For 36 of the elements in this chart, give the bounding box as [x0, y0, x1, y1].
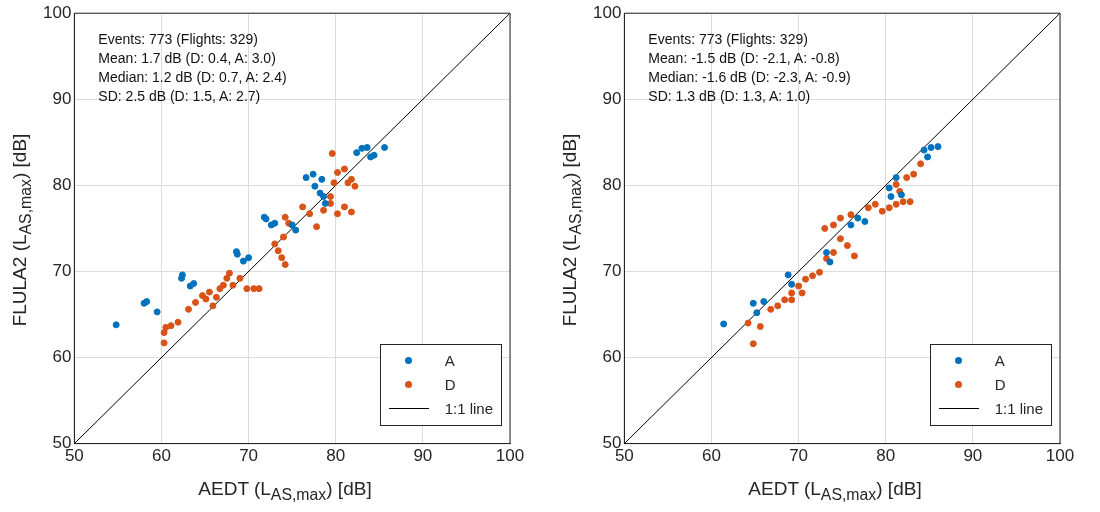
- y-tick-label: 90: [52, 88, 72, 108]
- x-tick-label: 80: [876, 446, 896, 466]
- y-tick-label: 100: [42, 2, 72, 22]
- x-tick-label: 70: [789, 446, 809, 466]
- x-tick-label: 60: [152, 446, 171, 466]
- annotation: Mean: 1.7 dB (D: 0.4, A: 3.0): [98, 50, 276, 67]
- x-axis-title: AEDT (L$_{AS,max}$) [dB]: [197, 478, 373, 504]
- x-tick-label: 80: [326, 446, 346, 466]
- legend-label: 1:1 line: [444, 400, 493, 418]
- y-tick-label: 80: [602, 175, 622, 195]
- x-tick-label: 100: [1045, 446, 1075, 466]
- annotation: SD: 2.5 dB (D: 1.5, A: 2.7): [98, 88, 261, 105]
- x-tick-label: 90: [413, 446, 433, 466]
- y-tick-label: 80: [52, 175, 72, 195]
- x-tick-label: 60: [702, 446, 721, 466]
- y-tick-label: 60: [602, 347, 622, 367]
- annotation: Events: 773 (Flights: 329): [648, 31, 808, 48]
- y-tick-label: 70: [52, 261, 72, 281]
- y-tick-label: 90: [602, 88, 622, 108]
- y-tick-label: 100: [592, 2, 622, 22]
- legend-label: A: [444, 352, 455, 370]
- annotation: Events: 773 (Flights: 329): [98, 31, 258, 48]
- x-tick-label: 100: [495, 446, 525, 466]
- annotation: Mean: -1.5 dB (D: -2.1, A: -0.8): [648, 50, 840, 67]
- x-tick-label: 90: [963, 446, 983, 466]
- annotation: Median: 1.2 dB (D: 0.7, A: 2.4): [98, 69, 287, 86]
- legend-label: A: [994, 352, 1005, 370]
- annotation: SD: 1.3 dB (D: 1.3, A: 1.0): [648, 88, 811, 105]
- y-tick-label: 70: [602, 261, 622, 281]
- x-tick-label: 70: [239, 446, 259, 466]
- x-axis-title: AEDT (L$_{AS,max}$) [dB]: [747, 478, 923, 504]
- legend-label: 1:1 line: [994, 400, 1043, 418]
- y-tick-label: 60: [52, 347, 72, 367]
- annotation: Median: -1.6 dB (D: -2.3, A: -0.9): [648, 69, 851, 86]
- legend-label: D: [444, 376, 456, 394]
- legend-label: D: [994, 376, 1006, 394]
